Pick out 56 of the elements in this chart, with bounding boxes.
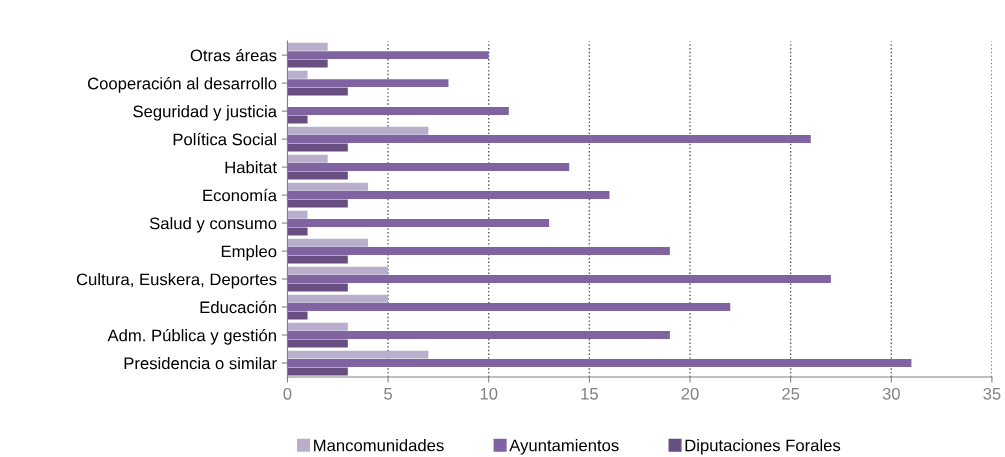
y-tick-label: Adm. Pública y gestión: [107, 328, 276, 345]
bar: [287, 266, 389, 275]
x-tick-label: 5: [384, 388, 393, 400]
x-tick-label: 20: [681, 387, 699, 400]
bar: [287, 191, 610, 200]
y-tick-label: Presidencia o similar: [124, 356, 277, 370]
bar: [287, 219, 550, 228]
bar: [287, 227, 308, 236]
bar: [287, 275, 831, 284]
bar: [287, 199, 348, 208]
bar: [287, 59, 328, 68]
legend-label: Ayuntamientos: [509, 439, 619, 455]
y-tick-label: Seguridad y justicia: [133, 105, 278, 121]
bar: [287, 182, 368, 191]
bar: [287, 135, 811, 144]
y-tick-label: Cultura, Euskera, Deportes: [76, 273, 277, 289]
bar: [287, 126, 429, 135]
legend-label: Diputaciones Forales: [685, 439, 841, 455]
bar: [287, 107, 509, 116]
bar: [287, 238, 368, 247]
legend-label: Mancomunidades: [314, 439, 444, 452]
x-tick-label: 25: [782, 387, 800, 400]
bar: [287, 247, 670, 256]
y-tick-label: Otras áreas: [190, 48, 277, 62]
y-tick-label: Educación: [200, 300, 276, 314]
bar: [287, 79, 449, 88]
bar: [287, 339, 348, 348]
bar: [287, 350, 429, 359]
bar: [287, 359, 912, 368]
y-tick-label: Cooperación al desarrollo: [87, 76, 277, 93]
bar: [287, 331, 670, 340]
x-tick-label: 35: [983, 387, 1001, 400]
x-tick-label: 0: [283, 387, 292, 400]
y-tick-label: Política Social: [173, 132, 276, 146]
y-tick-label: Economía: [203, 188, 278, 202]
y-tick-label: Salud y consumo: [149, 217, 277, 233]
x-tick-label: 30: [882, 387, 900, 400]
bar: [287, 255, 348, 264]
y-tick-label: Habitat: [225, 161, 277, 174]
bar: [287, 42, 328, 51]
bar: [287, 51, 489, 60]
bar: [287, 322, 348, 331]
bar: [287, 87, 348, 96]
bar: [287, 283, 348, 292]
bar: [287, 154, 328, 163]
bar: [287, 294, 389, 303]
bar: [287, 303, 731, 312]
bar: [287, 311, 308, 320]
bar: [287, 210, 308, 219]
bar: [287, 163, 570, 172]
bar: [287, 70, 308, 79]
y-tick-label: Empleo: [221, 245, 277, 261]
bar: [287, 367, 348, 376]
x-tick-label: 15: [581, 388, 598, 400]
bar: [287, 171, 348, 180]
x-tick-label: 10: [480, 387, 498, 400]
